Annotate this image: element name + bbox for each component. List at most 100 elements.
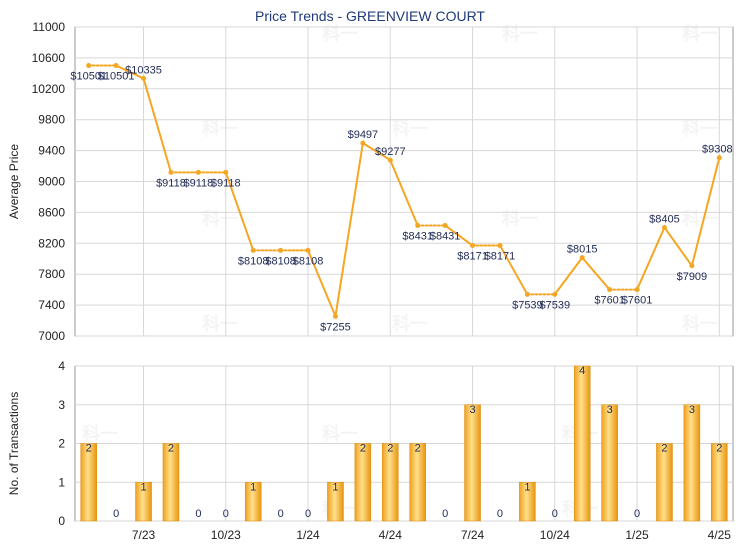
price-data-label: $9277 [375, 146, 406, 158]
price-point [497, 243, 503, 249]
watermark-text: 科一 [502, 208, 538, 229]
price-data-label: $8171 [485, 251, 516, 263]
price-y-tick-label: 8200 [38, 236, 65, 250]
transactions-bar-label: 0 [442, 508, 448, 520]
price-data-label: $7255 [320, 321, 351, 333]
price-y-tick-label: 7400 [38, 298, 65, 312]
transactions-bar-label: 3 [689, 404, 695, 416]
price-point [278, 247, 284, 253]
price-data-label: $8171 [457, 251, 488, 263]
price-y-tick-label: 9400 [38, 144, 65, 158]
transactions-bar [683, 404, 701, 522]
price-point [634, 287, 640, 293]
price-line-segment [389, 159, 419, 227]
price-line-segment [444, 224, 474, 247]
watermark-text: 科一 [392, 313, 428, 334]
watermark-text: 科一 [682, 313, 718, 334]
transactions-bar-label: 0 [552, 508, 558, 520]
price-y-tick-label: 9000 [38, 175, 65, 189]
price-line-segment [553, 256, 584, 296]
transactions-bar-label: 0 [497, 508, 503, 520]
price-data-label: $8108 [238, 255, 269, 267]
transactions-bar [711, 443, 728, 522]
price-data-label: $10501 [98, 71, 135, 83]
price-line-segment [224, 171, 255, 252]
x-tick-label: 7/24 [461, 528, 485, 542]
transactions-bar-label: 0 [634, 508, 640, 520]
x-tick-label: 10/24 [540, 528, 570, 542]
transactions-bar [135, 482, 152, 522]
transactions-bar [601, 404, 618, 522]
transactions-bar-label: 1 [524, 481, 530, 493]
watermark-text: 科一 [202, 118, 238, 139]
transactions-y-tick-label: 2 [58, 437, 65, 451]
x-tick-label: 4/24 [379, 528, 403, 542]
price-line-segment [361, 142, 392, 162]
transactions-y-tick-label: 0 [58, 514, 65, 528]
transactions-bar-label: 0 [195, 508, 201, 520]
price-point [716, 155, 722, 161]
price-data-label: $7909 [677, 271, 708, 283]
price-data-label: $9118 [211, 177, 241, 189]
transactions-bar [80, 443, 97, 522]
chart-title: Price Trends - GREENVIEW COURT [255, 8, 485, 24]
transactions-bar-label: 2 [415, 443, 421, 455]
watermark-text: 科一 [682, 208, 718, 229]
transactions-bar-label: 2 [716, 443, 722, 455]
price-point [332, 313, 338, 319]
watermark-text: 科一 [682, 23, 718, 44]
price-point [661, 224, 667, 230]
transactions-bar-label: 3 [469, 404, 475, 416]
transactions-bar-label: 2 [661, 443, 667, 455]
price-point [470, 243, 476, 249]
price-point [387, 157, 393, 163]
transactions-bar-label: 0 [113, 508, 119, 520]
x-tick-label: 7/23 [132, 528, 156, 542]
watermark-text: 科一 [322, 423, 358, 444]
price-line-segment [307, 249, 337, 318]
transactions-bar-label: 2 [86, 443, 92, 455]
transactions-bar-label: 1 [140, 481, 146, 493]
price-y-axis-label: Average Price [7, 144, 21, 219]
price-data-label: $7601 [594, 295, 625, 307]
transactions-bar-label: 0 [305, 508, 311, 520]
price-data-label: $7601 [622, 295, 653, 307]
price-data-label: $8108 [293, 255, 324, 267]
price-data-label: $10335 [125, 64, 162, 76]
price-data-label: $8431 [402, 230, 433, 242]
transactions-bar-label: 0 [223, 508, 229, 520]
transactions-bar [464, 404, 481, 522]
price-y-tick-label: 10600 [32, 51, 66, 65]
transactions-y-axis-label: No. of Transactions [7, 392, 21, 495]
price-point [141, 75, 147, 81]
price-point [442, 222, 448, 228]
price-point [360, 140, 366, 146]
transactions-bar [354, 443, 372, 522]
price-data-label: $7539 [512, 299, 543, 311]
price-line-segment [142, 77, 172, 174]
price-y-tick-label: 7800 [38, 267, 65, 281]
transactions-bar-label: 0 [278, 508, 284, 520]
price-point [579, 255, 585, 261]
price-data-label: $8015 [567, 244, 598, 256]
transactions-bar-label: 2 [387, 443, 393, 455]
price-y-tick-label: 10200 [32, 82, 66, 96]
watermark-text: 科一 [322, 23, 358, 44]
price-point [86, 63, 92, 69]
price-point [195, 169, 201, 175]
transactions-bar [244, 482, 262, 522]
transactions-bar [656, 443, 673, 522]
price-line-segment [334, 142, 364, 318]
price-y-tick-label: 9800 [38, 113, 65, 127]
transactions-plot: 0 1 2 3 4 7/23 10/23 1/24 4/24 7/24 10/24 1/25 4/25 N… [7, 359, 734, 542]
transactions-y-tick-label: 4 [58, 359, 65, 373]
transactions-bar [409, 443, 426, 522]
watermark-text: 科一 [82, 423, 118, 444]
transactions-bar-label: 1 [332, 481, 338, 493]
watermark-text: 科一 [392, 118, 428, 139]
price-line-segment [581, 256, 611, 291]
price-point [113, 63, 119, 69]
price-y-tick-label: 7000 [38, 329, 65, 343]
x-tick-label: 10/23 [211, 528, 241, 542]
